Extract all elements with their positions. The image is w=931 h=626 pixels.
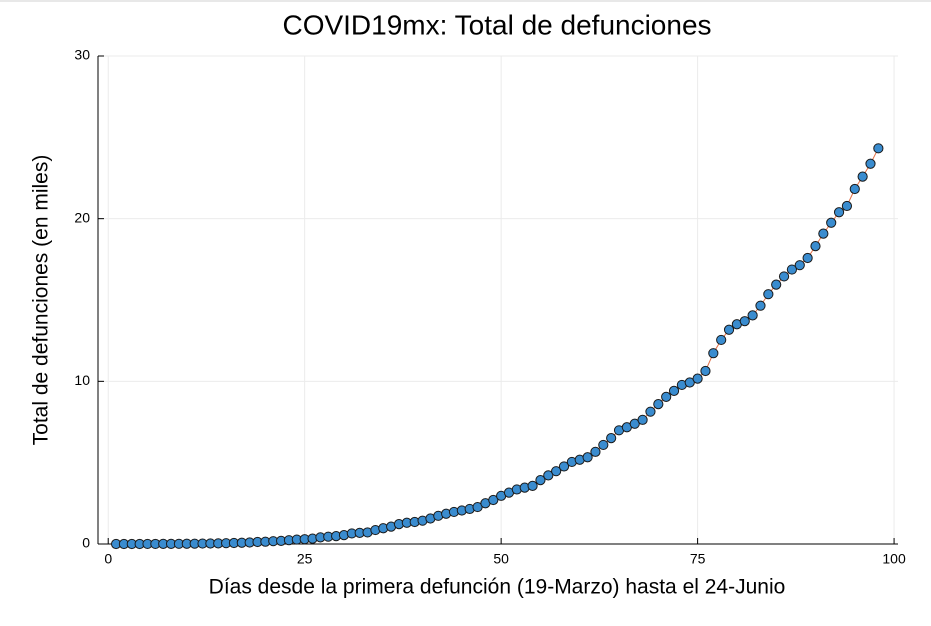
- point: [802, 252, 813, 264]
- point: [739, 316, 750, 327]
- point: [661, 391, 672, 402]
- point: [755, 300, 766, 311]
- y-tick-label: 0: [82, 535, 90, 551]
- point: [558, 461, 570, 472]
- point: [582, 452, 593, 463]
- point: [653, 399, 664, 410]
- point: [786, 264, 798, 275]
- point: [598, 439, 609, 451]
- y-tick-label: 10: [74, 372, 90, 388]
- point: [700, 365, 711, 377]
- point: [668, 385, 680, 396]
- x-tick-label: 75: [690, 551, 706, 567]
- point: [857, 171, 868, 182]
- x-tick-label: 25: [297, 551, 313, 567]
- chart-title: COVID19mx: Total de defunciones: [282, 9, 711, 40]
- point: [818, 228, 829, 239]
- series-line: [116, 148, 879, 545]
- point: [826, 217, 837, 228]
- point: [527, 480, 538, 491]
- point: [794, 260, 805, 271]
- point: [849, 183, 860, 195]
- x-tick-label: 50: [493, 551, 509, 567]
- y-tick-label: 20: [74, 209, 90, 225]
- point: [590, 446, 601, 457]
- point: [488, 494, 499, 506]
- point: [645, 406, 656, 417]
- point: [841, 200, 853, 212]
- point: [543, 470, 554, 481]
- x-axis-label: Días desde la primera defunción (19-Marz…: [209, 576, 786, 599]
- point: [810, 241, 821, 252]
- point: [551, 466, 562, 477]
- point: [692, 373, 703, 384]
- y-tick-label: 30: [74, 47, 90, 63]
- point: [708, 348, 719, 359]
- y-axis-label: Total de defunciones (en miles): [30, 155, 53, 446]
- point: [723, 324, 735, 335]
- point: [873, 143, 884, 154]
- point: [778, 271, 790, 282]
- x-tick-label: 100: [882, 551, 906, 567]
- point: [606, 433, 617, 444]
- point: [535, 475, 546, 486]
- point: [865, 158, 876, 169]
- point: [763, 289, 774, 300]
- point: [771, 279, 782, 290]
- x-tick-label: 0: [104, 551, 112, 567]
- point: [716, 334, 727, 346]
- point: [833, 207, 845, 218]
- point: [637, 414, 648, 425]
- point: [747, 310, 758, 321]
